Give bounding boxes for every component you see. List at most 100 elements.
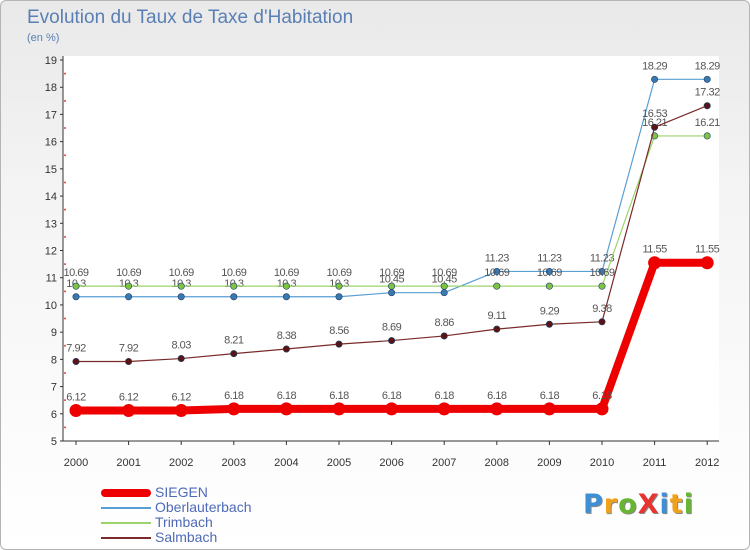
data-point-siegen [122, 404, 136, 418]
y-minor-tick [64, 263, 66, 266]
data-point-siegen [490, 402, 504, 416]
data-point-trimbach [703, 132, 711, 140]
data-point-trimbach [598, 282, 606, 290]
plot-area [63, 56, 719, 441]
data-point-trimbach [493, 282, 501, 290]
data-label-salmbach: 8.03 [171, 340, 191, 352]
data-label-siegen: 11.55 [642, 244, 667, 256]
data-point-siegen [542, 402, 556, 416]
data-label-oberlauterbach: 10.45 [379, 274, 404, 286]
data-point-oberlauterbach [177, 293, 185, 301]
x-tick-label: 2005 [327, 457, 351, 469]
data-point-trimbach [335, 282, 343, 290]
data-point-trimbach [545, 282, 553, 290]
data-point-oberlauterbach [72, 293, 80, 301]
legend-label: SIEGEN [155, 484, 208, 500]
x-tick-label: 2009 [537, 457, 561, 469]
logo-letter: t [669, 489, 684, 520]
y-minor-tick [64, 72, 66, 75]
x-tick-label: 2001 [116, 457, 140, 469]
data-label-oberlauterbach: 10.45 [432, 274, 457, 286]
data-label-oberlauterbach: 11.23 [537, 252, 562, 264]
y-tick-label: 15 [45, 164, 57, 176]
x-tick-label: 2012 [695, 457, 719, 469]
x-tick-label: 2007 [432, 457, 456, 469]
data-point-siegen [700, 256, 714, 270]
y-tick-label: 13 [45, 218, 57, 230]
legend-item-oberlauterbach: Oberlauterbach [101, 500, 341, 515]
y-minor-tick [64, 426, 66, 429]
data-label-trimbach: 10.69 [221, 267, 246, 279]
legend-swatch [101, 507, 151, 509]
y-tick-label: 7 [51, 382, 57, 394]
data-point-salmbach [703, 102, 711, 110]
x-tick-label: 2000 [64, 457, 88, 469]
data-label-trimbach: 10.69 [379, 267, 404, 279]
data-point-oberlauterbach [703, 75, 711, 83]
data-point-siegen [69, 404, 83, 418]
data-label-trimbach: 10.69 [432, 267, 457, 279]
data-label-trimbach: 16.21 [642, 117, 667, 129]
y-tick-label: 19 [45, 55, 57, 67]
data-label-trimbach: 10.69 [63, 267, 88, 279]
data-label-siegen: 6.18 [434, 390, 454, 402]
data-point-siegen [385, 402, 399, 416]
data-label-oberlauterbach: 11.23 [485, 252, 510, 264]
data-point-salmbach [230, 350, 238, 358]
data-label-siegen: 6.18 [224, 390, 244, 402]
data-point-siegen [595, 402, 609, 416]
data-point-salmbach [125, 358, 133, 366]
y-minor-tick [64, 235, 66, 238]
y-minor-tick [64, 154, 66, 157]
data-label-salmbach: 7.92 [66, 343, 86, 355]
data-label-oberlauterbach: 18.29 [695, 60, 720, 72]
data-point-siegen [332, 402, 346, 416]
data-point-siegen [648, 256, 662, 270]
proxiti-logo: ProXiti [583, 489, 694, 520]
data-point-siegen [279, 402, 293, 416]
data-point-oberlauterbach [335, 293, 343, 301]
y-tick-label: 17 [45, 109, 57, 121]
data-point-salmbach [335, 340, 343, 348]
data-point-oberlauterbach [545, 267, 553, 275]
data-point-salmbach [651, 123, 659, 131]
y-minor-tick [64, 208, 66, 211]
y-minor-tick [64, 399, 66, 402]
legend-item-salmbach: Salmbach [101, 530, 341, 545]
legend-item-siegen: SIEGEN [101, 485, 341, 500]
data-label-siegen: 6.12 [171, 392, 191, 404]
y-tick-label: 10 [45, 300, 57, 312]
y-tick-label: 9 [51, 327, 57, 339]
data-label-salmbach: 8.69 [382, 322, 402, 334]
data-point-siegen [437, 402, 451, 416]
data-point-salmbach [177, 355, 185, 363]
data-label-salmbach: 7.92 [119, 343, 139, 355]
logo-letter: P [583, 489, 604, 520]
data-label-trimbach: 10.69 [169, 267, 194, 279]
data-point-oberlauterbach [598, 267, 606, 275]
data-label-trimbach: 10.69 [589, 267, 614, 279]
legend: SIEGEN Oberlauterbach Trimbach Salmbach [101, 485, 341, 545]
data-point-salmbach [440, 332, 448, 340]
data-point-salmbach [493, 325, 501, 333]
x-tick-label: 2011 [643, 457, 667, 469]
legend-label: Salmbach [155, 529, 218, 545]
data-label-trimbach: 10.69 [537, 267, 562, 279]
chart-title: Evolution du Taux de Taxe d'Habitation [27, 7, 354, 28]
y-tick-label: 16 [45, 137, 57, 149]
y-minor-tick [64, 317, 66, 320]
logo-letter: X [637, 489, 660, 520]
x-tick-label: 2010 [590, 457, 614, 469]
data-label-salmbach: 9.29 [540, 305, 560, 317]
data-point-oberlauterbach [388, 289, 396, 297]
data-point-trimbach [177, 282, 185, 290]
data-label-salmbach: 9.11 [488, 310, 507, 322]
y-minor-tick [64, 181, 66, 184]
data-label-trimbach: 16.21 [695, 117, 720, 129]
data-point-oberlauterbach [651, 75, 659, 83]
y-minor-tick [64, 290, 66, 293]
data-point-salmbach [388, 337, 396, 345]
data-label-siegen: 6.18 [277, 390, 297, 402]
data-label-siegen: 6.18 [487, 390, 507, 402]
